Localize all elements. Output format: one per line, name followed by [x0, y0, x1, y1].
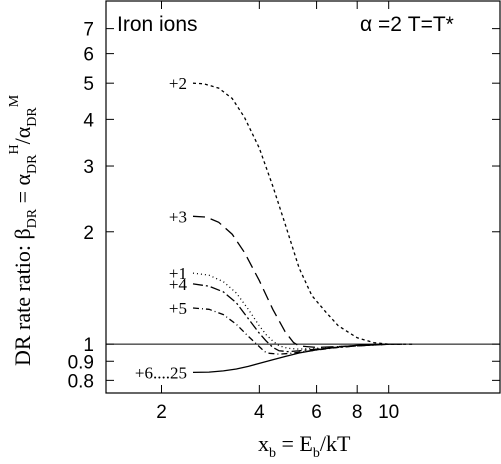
series-line	[192, 283, 389, 353]
series-line	[192, 82, 415, 345]
y-tick-label: 4	[83, 110, 94, 131]
series-label: +3	[169, 207, 187, 226]
series-line	[192, 343, 403, 374]
x-axis-ticks: 2 4 6 8 10	[156, 1, 399, 423]
series-label: +1	[169, 264, 187, 283]
x-tick-label: 6	[311, 402, 322, 423]
series-line	[192, 215, 389, 349]
y-tick-label: 0.9	[68, 352, 94, 373]
series-layer: +2 +3 +1+4 +5 +6....25	[135, 74, 415, 382]
y-tick-label: 1	[83, 335, 94, 356]
y-tick-label: 3	[83, 157, 94, 178]
y-tick-label: 5	[83, 74, 94, 95]
parameters-annotation: α =2 T=T*	[360, 13, 454, 36]
plot-frame	[105, 0, 501, 394]
x-tick-label: 8	[352, 402, 363, 423]
chart-title: Iron ions	[117, 13, 198, 36]
x-axis-label: xb = Eb/kT	[258, 431, 351, 461]
y-tick-label: 0.8	[68, 371, 94, 392]
x-tick-label: 10	[378, 402, 399, 423]
y-axis-ticks: 0.80.91 2 3 4 5 6 7	[68, 20, 500, 392]
y-tick-label: 7	[83, 20, 94, 41]
y-tick-label: 6	[83, 45, 94, 66]
x-tick-label: 4	[254, 402, 265, 423]
series-label: +5	[169, 299, 187, 318]
x-tick-label: 2	[156, 402, 167, 423]
series-label: +2	[169, 74, 187, 93]
series-label: +4	[169, 275, 188, 294]
series-label: +6....25	[135, 363, 187, 382]
series-line	[192, 272, 389, 350]
y-tick-label: 2	[83, 223, 94, 244]
series-line	[192, 307, 389, 355]
y-axis-label: DR rate ratio: βDR = αDRH/αDRM	[7, 94, 40, 366]
